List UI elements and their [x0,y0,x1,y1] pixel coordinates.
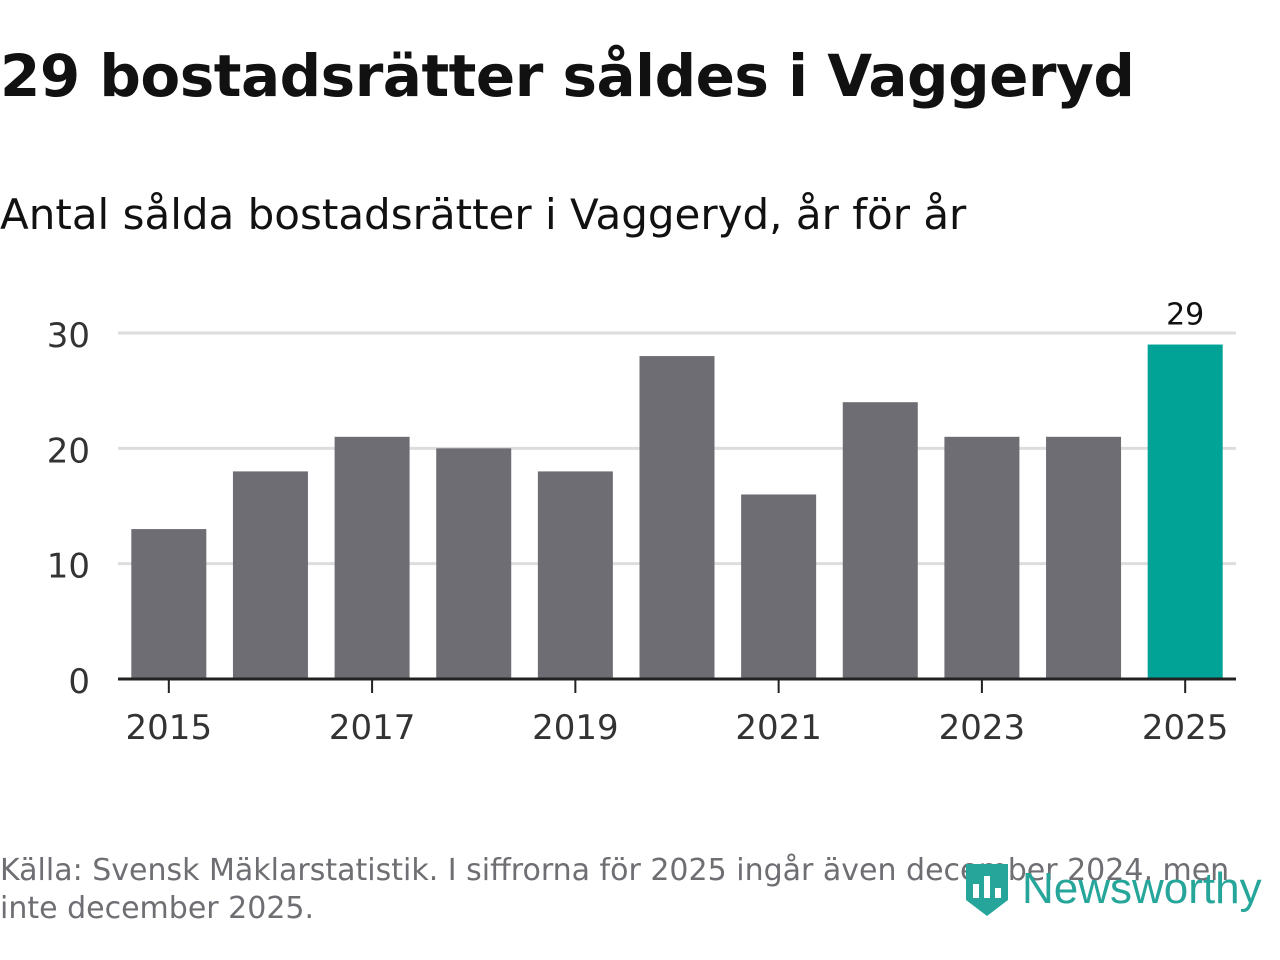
bar-chart: 0 10 20 30 2015 2017 2019 2021 2023 2025 29 [47,298,1236,748]
x-tick-label: 2023 [939,708,1026,748]
bar-2019 [537,471,613,679]
newsworthy-logo-icon [966,864,1008,916]
x-tick-label: 2017 [329,708,416,748]
bar-2022 [842,402,918,679]
x-tick-label: 2015 [126,708,213,748]
y-tick-label: 10 [47,547,90,587]
chart-subtitle: Antal sålda bostadsrätter i Vaggeryd, år… [0,190,967,239]
y-axis-ticks: 0 10 20 30 [47,316,90,702]
y-tick-label: 20 [47,431,90,471]
bar-2023 [944,436,1020,679]
x-axis-ticks: 2015 2017 2019 2021 2023 2025 [126,679,1229,748]
bar-2016 [232,471,308,679]
x-tick-label: 2019 [532,708,619,748]
data-labels: 29 [1166,298,1204,333]
chart-title: 29 bostadsrätter såldes i Vaggeryd [0,42,1135,110]
data-label-2025: 29 [1166,298,1204,333]
y-tick-label: 0 [68,662,90,702]
x-tick-label: 2021 [735,708,822,748]
x-tick-label: 2025 [1142,708,1229,748]
bar-2025 [1147,344,1223,679]
newsworthy-logo: Newsworthy [962,860,1262,918]
logo-text: Newsworthy [1022,864,1262,913]
bar-2024 [1046,436,1122,679]
bar-2021 [741,494,817,679]
bar-2018 [436,448,512,679]
bar-2015 [131,529,207,679]
bar-2017 [334,436,410,679]
source-note: Källa: Svensk Mäklarstatistik. I siffror… [0,853,1230,926]
bar-2020 [639,356,715,679]
bars [131,344,1223,679]
y-tick-label: 30 [47,316,90,356]
